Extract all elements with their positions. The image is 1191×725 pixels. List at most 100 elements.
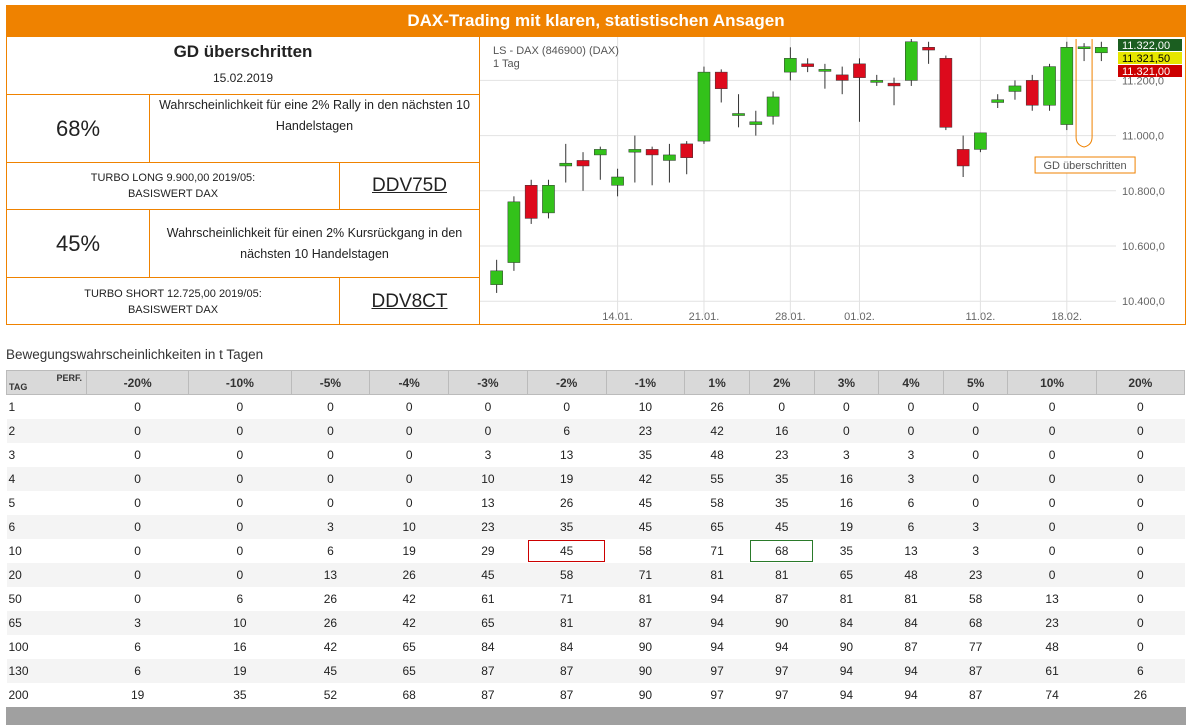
price-tag-label: 11.321,00 <box>1122 66 1170 78</box>
probability-cell: 77 <box>943 634 1008 659</box>
probability-cell: 87 <box>527 658 607 683</box>
probability-cell: 0 <box>369 490 449 515</box>
probability-cell: 81 <box>878 586 944 611</box>
long-turbo-underlying: BASISWERT DAX <box>127 188 219 200</box>
probability-cell: 90 <box>749 610 815 635</box>
probability-cell: 0 <box>291 466 370 491</box>
candle-body <box>680 143 693 158</box>
table-row: 3 0 0 0 0 3 13 35 48 23 3 3 0 0 0 <box>6 442 1185 467</box>
table-row: 50 0 6 26 42 61 71 81 94 87 81 81 58 13 0 <box>6 586 1185 611</box>
short-turbo-name: TURBO SHORT 12.725,00 2019/05: <box>84 287 262 300</box>
probability-cell: 97 <box>684 658 750 683</box>
probability-cell: 71 <box>606 562 685 587</box>
row-day-label: 20 <box>6 562 87 587</box>
y-tick-label: 11.000,0 <box>1122 131 1164 143</box>
probability-cell: 0 <box>86 442 189 467</box>
probability-cell: 0 <box>369 466 449 491</box>
dax-candlestick-chart: 10.400,0 10.600,0 10.800,0 11.000,0 11.200,0… <box>480 37 1182 323</box>
probability-cell: 0 <box>188 490 292 515</box>
short-turbo-box: TURBO SHORT 12.725,00 2019/05: BASISWERT… <box>7 278 340 325</box>
probability-cell: 61 <box>448 586 528 611</box>
probability-cell: 0 <box>448 418 528 443</box>
probability-cell: 81 <box>749 562 815 587</box>
probability-cell: 94 <box>749 634 815 659</box>
probability-cell: 3 <box>943 514 1008 539</box>
probability-cell: 0 <box>86 538 189 563</box>
probability-cell: 0 <box>86 586 189 611</box>
candle-body <box>956 149 970 167</box>
probability-cell: 0 <box>86 514 189 539</box>
column-header: 5% <box>942 370 1009 395</box>
page-banner: DAX-Trading mit klaren, statistischen An… <box>6 5 1186 37</box>
row-day-label: 10 <box>6 538 87 563</box>
signal-marker <box>1075 39 1093 148</box>
probability-cell: 52 <box>291 682 370 707</box>
probability-cell: 13 <box>527 442 607 467</box>
probability-cell: 81 <box>606 586 685 611</box>
candle-body <box>1060 47 1074 125</box>
candle-body <box>1008 85 1022 92</box>
signal-title: GD überschritten <box>173 42 313 61</box>
probability-cell: 0 <box>188 418 292 443</box>
probability-cell: 19 <box>527 466 607 491</box>
horizontal-scrollbar[interactable] <box>6 707 1186 725</box>
probability-cell: 0 <box>749 394 815 419</box>
probability-cell: 65 <box>814 562 879 587</box>
column-header: -1% <box>605 370 686 395</box>
probability-cell: 42 <box>369 610 449 635</box>
probability-cell: 58 <box>527 562 607 587</box>
probability-cell: 84 <box>527 634 607 659</box>
x-tick-label: 28.01. <box>775 311 806 323</box>
probability-cell: 90 <box>606 682 685 707</box>
short-code-link[interactable]: DDV8CT <box>371 290 448 312</box>
row-day-label: 130 <box>6 658 87 683</box>
perf-label: PERF. <box>56 373 82 383</box>
probability-cell: 0 <box>291 394 370 419</box>
probability-cell: 0 <box>188 394 292 419</box>
probability-cell: 87 <box>749 586 815 611</box>
probability-cell: 55 <box>684 466 750 491</box>
probability-cell: 0 <box>291 490 370 515</box>
candle-body <box>1077 46 1091 49</box>
probability-cell: 65 <box>369 634 449 659</box>
candle-body <box>853 63 866 78</box>
column-header: -10% <box>188 370 292 395</box>
price-tag-label: 11.322,00 <box>1122 40 1170 52</box>
tag-label: TAG <box>9 382 28 392</box>
table-row: 200 19 35 52 68 87 87 90 97 97 94 94 87 74 26 <box>6 682 1185 707</box>
probability-cell: 6 <box>878 514 944 539</box>
column-header: 1% <box>684 370 750 395</box>
probability-cell: 81 <box>684 562 750 587</box>
candle-body <box>835 74 849 81</box>
probability-cell: 23 <box>448 514 528 539</box>
candle-body <box>611 176 624 186</box>
probability-cell: 94 <box>684 634 750 659</box>
x-tick-label: 14.01. <box>602 311 633 323</box>
table-title: Bewegungswahrscheinlichkeiten in t Tagen <box>6 347 264 362</box>
probability-cell: 0 <box>448 394 528 419</box>
probability-cell: 94 <box>684 610 750 635</box>
candle-body <box>991 99 1004 103</box>
probability-cell: 0 <box>1007 562 1097 587</box>
chart-subtitle: 1 Tag <box>493 58 520 70</box>
probability-cell: 26 <box>369 562 449 587</box>
probability-cell: 0 <box>188 466 292 491</box>
probability-cell: 16 <box>749 418 815 443</box>
column-header: 4% <box>878 370 944 395</box>
probability-cell: 6 <box>188 586 292 611</box>
probability-cell: 84 <box>448 634 528 659</box>
table-row: 4 0 0 0 0 10 19 42 55 35 16 3 0 0 0 <box>6 466 1185 491</box>
probability-cell: 68 <box>369 682 449 707</box>
probability-cell: 0 <box>943 490 1008 515</box>
probability-cell: 61 <box>1007 658 1097 683</box>
probability-cell: 0 <box>291 418 370 443</box>
probability-cell: 16 <box>814 490 879 515</box>
y-tick-label: 10.400,0 <box>1122 296 1165 308</box>
table-row: 10 0 0 6 19 29 45 58 71 68 35 13 3 0 0 <box>6 538 1185 563</box>
probability-cell: 87 <box>943 658 1008 683</box>
column-header: -4% <box>369 370 450 395</box>
probability-cell: 10 <box>448 466 528 491</box>
long-code-link[interactable]: DDV75D <box>372 175 447 196</box>
column-header: -20% <box>85 370 190 395</box>
candle-body <box>1043 66 1056 106</box>
